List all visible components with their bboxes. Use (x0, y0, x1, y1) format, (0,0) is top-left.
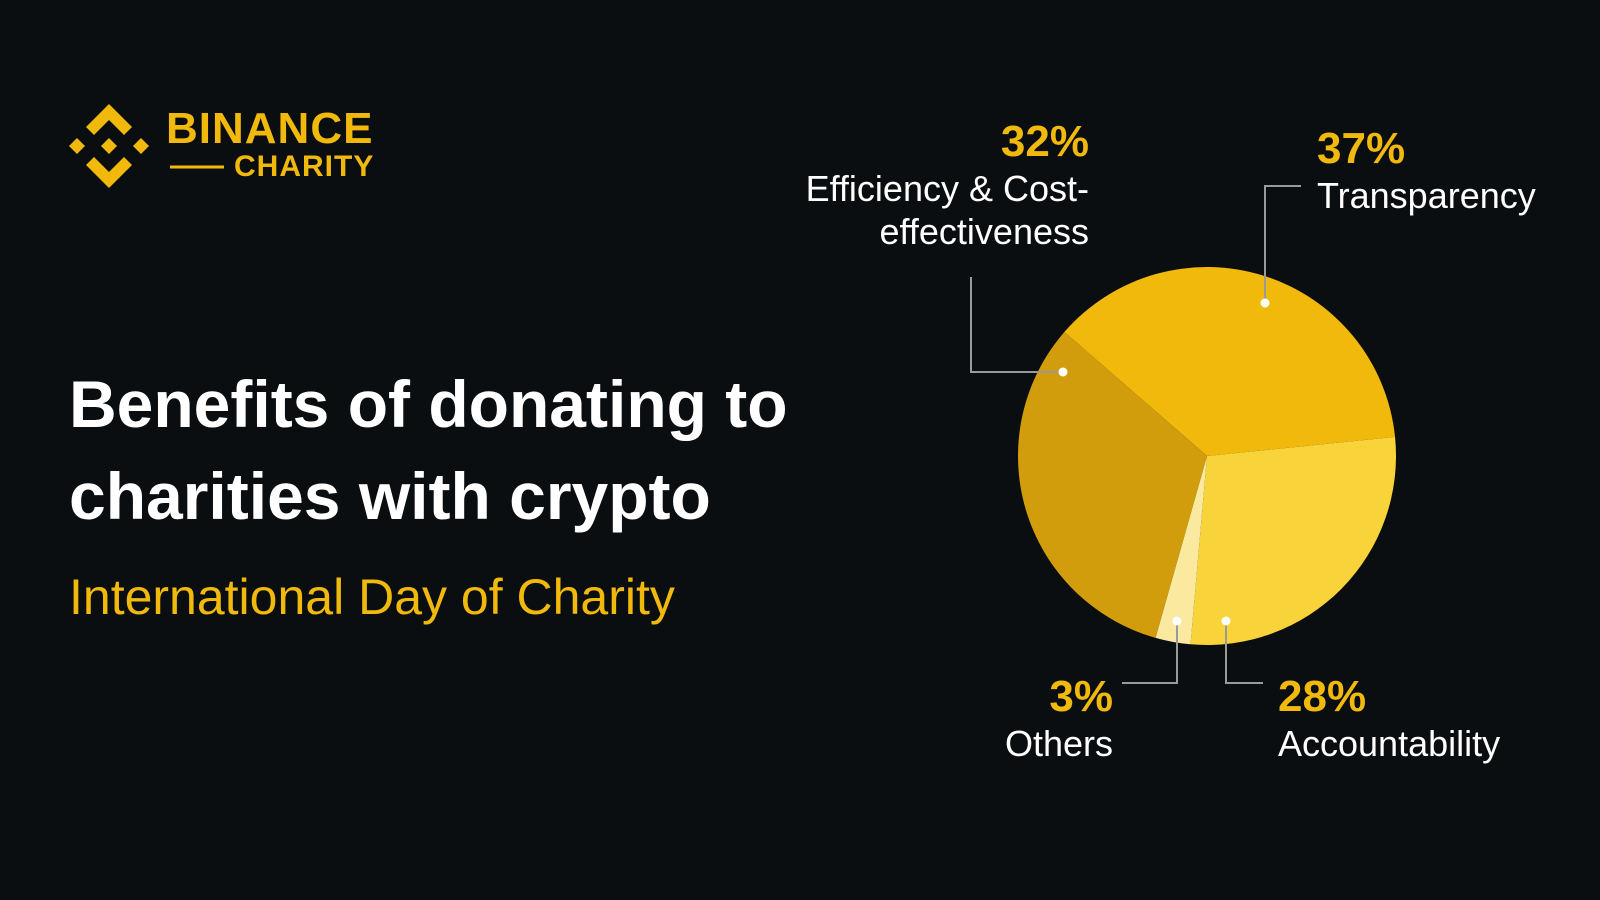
brand-sub: CHARITY (234, 150, 375, 183)
brand-name: BINANCE (166, 104, 374, 153)
category-label: Efficiency & Cost-effectiveness (805, 168, 1089, 252)
value-label: 3% (1049, 672, 1113, 721)
slice-label: 37% Transparency (1317, 124, 1536, 217)
leader-line (1122, 621, 1178, 684)
pie-slice (1064, 266, 1396, 456)
logo-mark (69, 104, 149, 188)
leader-line (1264, 185, 1301, 303)
leader-dot (1221, 616, 1231, 626)
value-label: 28% (1278, 672, 1367, 721)
chart-subtitle: International Day of Charity (69, 569, 675, 625)
leader-dot (1260, 298, 1270, 308)
leader-line (1225, 621, 1263, 684)
category-label: Others (1004, 723, 1113, 764)
category-label: Accountability (1278, 723, 1501, 764)
category-label: Transparency (1317, 175, 1536, 216)
leader-dot (1172, 616, 1182, 626)
logo (69, 104, 224, 188)
chart-title: Benefits of donating to charities with c… (69, 367, 788, 533)
pie-slice (1190, 436, 1396, 646)
slice-label: 28% Accountability (1278, 672, 1500, 765)
value-label: 37% (1317, 124, 1406, 173)
leader-lines (970, 185, 1301, 684)
pie-slice (1155, 456, 1207, 645)
leader-line (970, 277, 1063, 373)
value-label: 32% (1000, 117, 1089, 166)
leader-dot (1058, 367, 1068, 377)
pie-slice (1018, 332, 1207, 638)
slice-label: 32% Efficiency & Cost-effectiveness (729, 117, 1089, 253)
slice-label: 3% Others (1005, 672, 1113, 765)
